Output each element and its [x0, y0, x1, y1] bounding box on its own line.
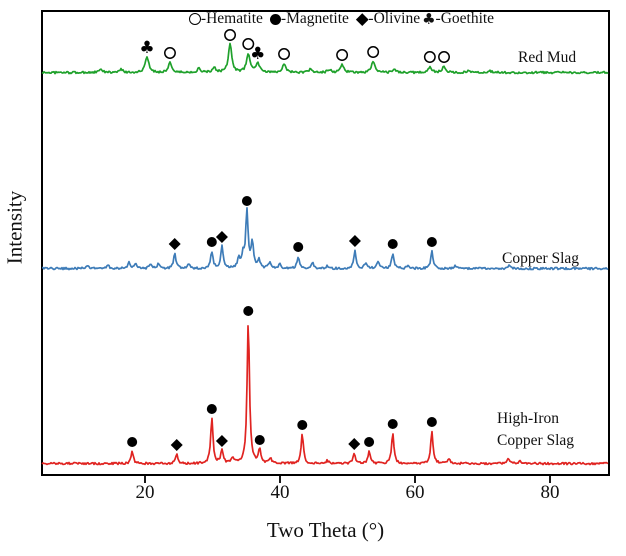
- magnetite-marker: [364, 437, 375, 447]
- series-label-high-iron-copper-slag: High-Iron Copper Slag: [497, 408, 574, 452]
- legend-item-magnetite: -Magnetite: [269, 10, 349, 28]
- olivine-marker: [348, 235, 361, 247]
- legend-label-olivine: -Olivine: [368, 10, 421, 27]
- olivine-marker: [170, 439, 183, 451]
- goethite-club-icon: ♣: [422, 9, 436, 28]
- goethite-marker: ♣: [250, 44, 265, 64]
- olivine-diamond-icon: [356, 12, 369, 26]
- y-axis-title: Intensity: [2, 190, 27, 265]
- x-tick-label-40: 40: [270, 482, 290, 503]
- magnetite-marker: [426, 417, 437, 427]
- magnetite-filled-circle-icon: [269, 13, 281, 25]
- goethite-marker: ♣: [139, 38, 154, 58]
- curve-2: [41, 325, 609, 466]
- hematite-marker: [336, 49, 349, 61]
- x-axis-title: Two Theta (°): [266, 518, 385, 542]
- series-label-high-iron-line1: High-Iron: [497, 410, 559, 427]
- hematite-marker: [224, 29, 237, 41]
- hematite-open-circle-icon: [188, 13, 201, 25]
- magnetite-marker: [297, 420, 308, 430]
- legend-label-hematite: -Hematite: [200, 10, 263, 27]
- hematite-marker: [423, 51, 436, 63]
- magnetite-marker: [127, 437, 138, 447]
- legend-label-magnetite: -Magnetite: [280, 10, 349, 27]
- legend-label-goethite: -Goethite: [435, 10, 495, 27]
- series-label-high-iron-line2: Copper Slag: [497, 432, 575, 449]
- legend: -Hematite -Magnetite -Olivine ♣ -Goethit…: [58, 10, 625, 28]
- olivine-marker: [168, 238, 181, 250]
- magnetite-marker: [254, 435, 265, 445]
- x-tick-label-60: 60: [405, 482, 425, 503]
- magnetite-marker: [206, 404, 217, 414]
- hematite-marker: [242, 38, 255, 50]
- legend-item-goethite: ♣ -Goethite: [422, 10, 494, 28]
- series-label-red-mud: Red Mud: [518, 49, 577, 66]
- hematite-marker: [438, 51, 450, 63]
- olivine-marker: [348, 438, 361, 450]
- olivine-marker: [215, 231, 228, 243]
- magnetite-marker: [293, 242, 304, 252]
- olivine-marker: [215, 435, 228, 447]
- magnetite-marker: [241, 196, 252, 206]
- magnetite-marker: [206, 237, 217, 247]
- legend-item-hematite: -Hematite: [188, 10, 263, 28]
- magnetite-marker: [387, 239, 398, 249]
- x-tick-label-80: 80: [540, 482, 560, 503]
- magnetite-marker: [243, 306, 254, 316]
- hematite-marker: [278, 48, 290, 60]
- hematite-marker: [164, 47, 176, 59]
- x-tick-label-20: 20: [135, 482, 155, 503]
- curve-0: [41, 42, 609, 75]
- hematite-marker: [367, 46, 380, 58]
- legend-item-olivine: -Olivine: [356, 10, 420, 28]
- series-label-copper-slag: Copper Slag: [502, 250, 580, 267]
- magnetite-marker: [426, 237, 437, 247]
- magnetite-marker: [387, 419, 398, 429]
- curve-1: [41, 207, 609, 271]
